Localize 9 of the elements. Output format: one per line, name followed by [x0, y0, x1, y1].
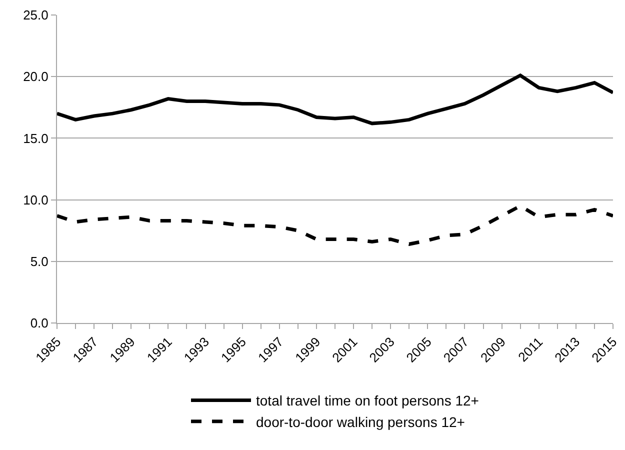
legend-label: total travel time on foot persons 12+ — [256, 392, 479, 409]
y-tick-label: 10.0 — [23, 192, 48, 208]
legend-label: door-to-door walking persons 12+ — [256, 414, 465, 430]
y-tick-label: 15.0 — [23, 130, 48, 146]
y-tick-label: 0.0 — [30, 316, 48, 331]
line-series — [57, 204, 613, 246]
y-tick-label: 25.0 — [23, 8, 48, 23]
y-tick-label: 20.0 — [23, 69, 48, 84]
y-tick-label: 5.0 — [30, 254, 48, 269]
